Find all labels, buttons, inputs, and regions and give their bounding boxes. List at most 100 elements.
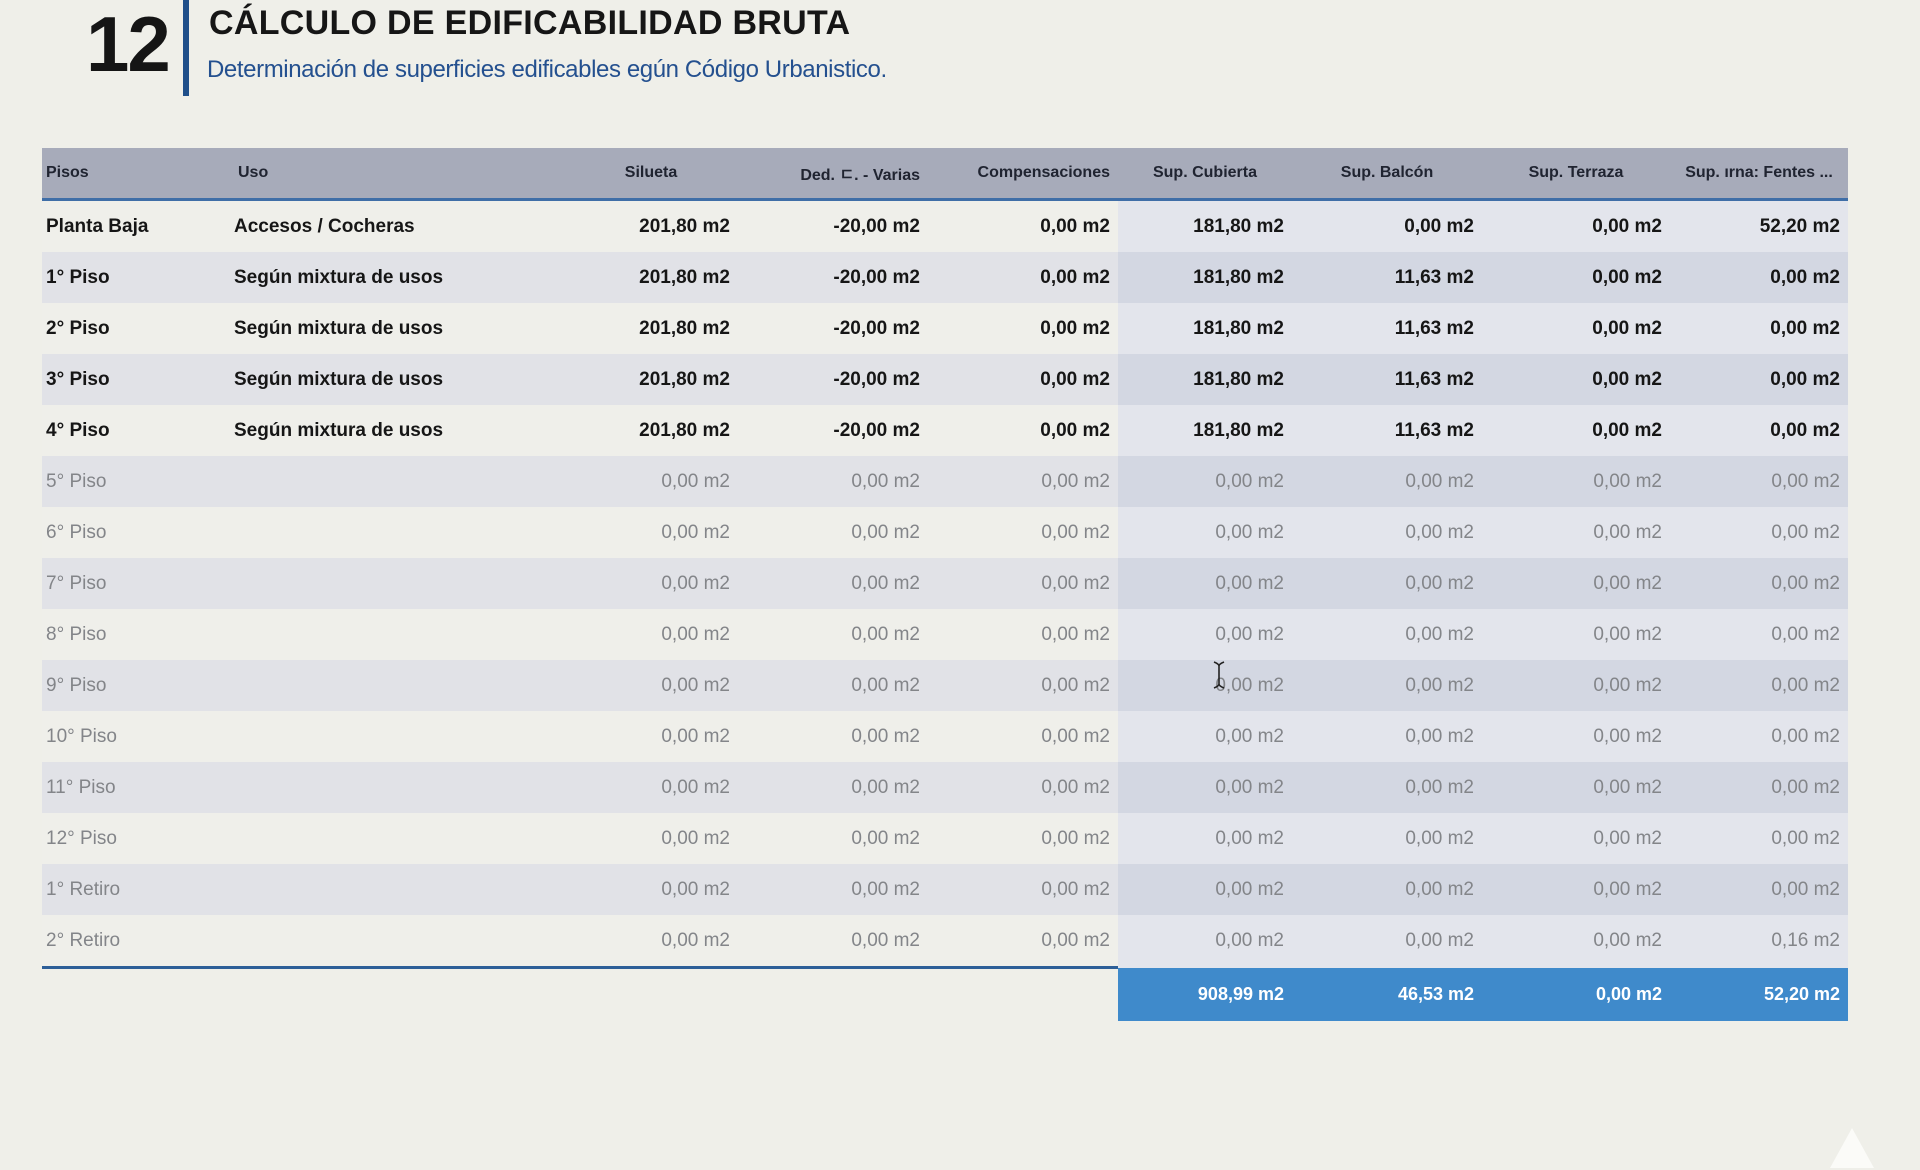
table-row: 10° Piso 0,00 m2 0,00 m2 0,00 m2 0,00 m2 0,00… [42, 711, 1848, 762]
cell-sup-ultima: 52,20 m2 [1670, 199, 1848, 252]
cell-uso [234, 813, 564, 864]
cell-deducciones: 0,00 m2 [738, 609, 928, 660]
cell-piso: 5° Piso [42, 456, 234, 507]
cell-compensaciones: 0,00 m2 [928, 507, 1118, 558]
cell-piso: 1° Retiro [42, 864, 234, 915]
cell-deducciones: 0,00 m2 [738, 915, 928, 969]
cell-sup-cubierta: 0,00 m2 [1118, 864, 1292, 915]
cell-compensaciones: 0,00 m2 [928, 252, 1118, 303]
cell-sup-terraza: 0,00 m2 [1482, 303, 1670, 354]
table-row: 5° Piso 0,00 m2 0,00 m2 0,00 m2 0,00 m2 0,00 … [42, 456, 1848, 507]
cell-silueta: 0,00 m2 [564, 864, 738, 915]
cell-sup-cubierta: 181,80 m2 [1118, 303, 1292, 354]
cell-piso: 10° Piso [42, 711, 234, 762]
total-sup-ultima: 52,20 m2 [1670, 967, 1848, 1021]
cell-piso: 1° Piso [42, 252, 234, 303]
cell-silueta: 201,80 m2 [564, 252, 738, 303]
cell-deducciones: 0,00 m2 [738, 864, 928, 915]
cell-compensaciones: 0,00 m2 [928, 915, 1118, 969]
cell-sup-ultima: 0,00 m2 [1670, 660, 1848, 711]
cell-sup-terraza: 0,00 m2 [1482, 711, 1670, 762]
column-header-deducciones: Ded. ㄷ. - Varias [738, 148, 928, 201]
cell-sup-balcon: 0,00 m2 [1292, 507, 1482, 558]
cell-uso: Según mixtura de usos [234, 405, 564, 456]
cell-deducciones: 0,00 m2 [738, 456, 928, 507]
table-row: 8° Piso 0,00 m2 0,00 m2 0,00 m2 0,00 m2 0,00 … [42, 609, 1848, 660]
cell-piso: 8° Piso [42, 609, 234, 660]
cell-uso [234, 915, 564, 969]
cell-sup-ultima: 0,00 m2 [1670, 507, 1848, 558]
cell-compensaciones: 0,00 m2 [928, 864, 1118, 915]
cell-sup-balcon: 0,00 m2 [1292, 558, 1482, 609]
text-cursor-icon [1213, 661, 1225, 689]
cell-silueta: 201,80 m2 [564, 354, 738, 405]
section-number: 12 [86, 0, 171, 88]
cell-deducciones: -20,00 m2 [738, 354, 928, 405]
table-row: 2° Piso Según mixtura de usos 201,80 m2 -20… [42, 303, 1848, 354]
column-header-pisos: Pisos [42, 148, 234, 201]
cell-silueta: 0,00 m2 [564, 813, 738, 864]
cell-sup-terraza: 0,00 m2 [1482, 762, 1670, 813]
cell-piso: 2° Piso [42, 303, 234, 354]
cell-compensaciones: 0,00 m2 [928, 303, 1118, 354]
column-header-silueta: Silueta [564, 148, 738, 201]
buildability-table: Pisos Uso Silueta Ded. ㄷ. - Varias Compe… [42, 148, 1848, 1021]
table-row: 3° Piso Según mixtura de usos 201,80 m2 -20… [42, 354, 1848, 405]
column-header-sup-cubierta: Sup. Cubierta [1118, 148, 1292, 201]
cell-sup-balcon: 0,00 m2 [1292, 456, 1482, 507]
cell-sup-cubierta: 0,00 m2 [1118, 813, 1292, 864]
cell-sup-ultima: 0,16 m2 [1670, 915, 1848, 968]
cell-sup-terraza: 0,00 m2 [1482, 354, 1670, 405]
table-row: 12° Piso 0,00 m2 0,00 m2 0,00 m2 0,00 m2 0,00… [42, 813, 1848, 864]
cell-piso: 7° Piso [42, 558, 234, 609]
cell-sup-cubierta: 0,00 m2 [1118, 762, 1292, 813]
cell-piso: 12° Piso [42, 813, 234, 864]
cell-sup-ultima: 0,00 m2 [1670, 252, 1848, 303]
section-divider [183, 0, 189, 96]
table-row: 1° Piso Según mixtura de usos 201,80 m2 -20… [42, 252, 1848, 303]
cell-sup-terraza: 0,00 m2 [1482, 507, 1670, 558]
cell-sup-ultima: 0,00 m2 [1670, 405, 1848, 456]
table-row: 1° Retiro 0,00 m2 0,00 m2 0,00 m2 0,00 m2 0,0… [42, 864, 1848, 915]
total-sup-terraza: 0,00 m2 [1482, 967, 1670, 1021]
cell-deducciones: -20,00 m2 [738, 405, 928, 456]
cell-uso [234, 711, 564, 762]
cell-sup-cubierta: 0,00 m2 [1118, 609, 1292, 660]
cell-sup-ultima: 0,00 m2 [1670, 711, 1848, 762]
cell-sup-balcon: 0,00 m2 [1292, 660, 1482, 711]
cell-sup-balcon: 0,00 m2 [1292, 813, 1482, 864]
cell-silueta: 0,00 m2 [564, 558, 738, 609]
table-row: 2° Retiro 0,00 m2 0,00 m2 0,00 m2 0,00 m2 0,0… [42, 915, 1848, 969]
cell-sup-terraza: 0,00 m2 [1482, 915, 1670, 968]
column-header-sup-balcon: Sup. Balcón [1292, 148, 1482, 201]
cell-sup-ultima: 0,00 m2 [1670, 813, 1848, 864]
column-header-sup-terraza: Sup. Terraza [1482, 148, 1670, 201]
cell-sup-terraza: 0,00 m2 [1482, 660, 1670, 711]
cell-sup-cubierta: 181,80 m2 [1118, 354, 1292, 405]
cell-deducciones: -20,00 m2 [738, 252, 928, 303]
cell-compensaciones: 0,00 m2 [928, 813, 1118, 864]
cell-sup-cubierta: 0,00 m2 [1118, 558, 1292, 609]
cell-deducciones: 0,00 m2 [738, 660, 928, 711]
cell-uso [234, 609, 564, 660]
table-row: 4° Piso Según mixtura de usos 201,80 m2 -20… [42, 405, 1848, 456]
cell-compensaciones: 0,00 m2 [928, 354, 1118, 405]
cell-deducciones: -20,00 m2 [738, 303, 928, 354]
cell-sup-balcon: 0,00 m2 [1292, 199, 1482, 252]
cell-sup-cubierta: 0,00 m2 [1118, 507, 1292, 558]
cell-compensaciones: 0,00 m2 [928, 660, 1118, 711]
cell-sup-balcon: 0,00 m2 [1292, 915, 1482, 968]
cell-sup-balcon: 0,00 m2 [1292, 711, 1482, 762]
cell-sup-terraza: 0,00 m2 [1482, 558, 1670, 609]
cell-uso: Según mixtura de usos [234, 303, 564, 354]
cell-sup-ultima: 0,00 m2 [1670, 303, 1848, 354]
cell-compensaciones: 0,00 m2 [928, 405, 1118, 456]
section-header: 12 CÁLCULO DE EDIFICABILIDAD BRUTA Deter… [0, 0, 1920, 110]
cell-compensaciones: 0,00 m2 [928, 558, 1118, 609]
cell-uso [234, 507, 564, 558]
cell-piso: 9° Piso [42, 660, 234, 711]
cell-sup-terraza: 0,00 m2 [1482, 405, 1670, 456]
cell-silueta: 201,80 m2 [564, 303, 738, 354]
cell-sup-terraza: 0,00 m2 [1482, 864, 1670, 915]
table-row: 6° Piso 0,00 m2 0,00 m2 0,00 m2 0,00 m2 0,00 … [42, 507, 1848, 558]
